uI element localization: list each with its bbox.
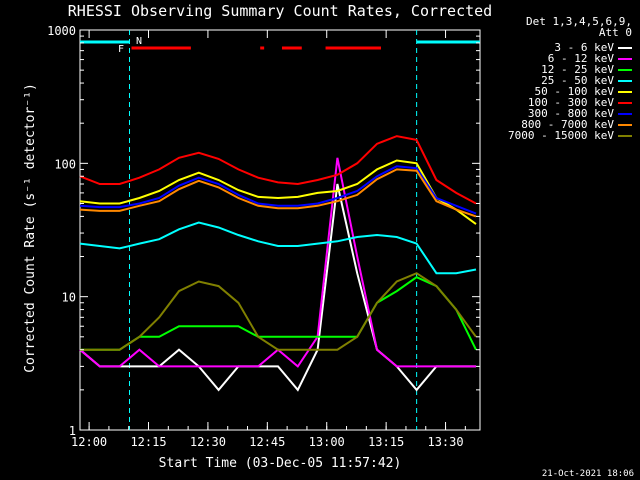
series-line	[79, 183, 476, 392]
legend-swatch	[618, 91, 632, 93]
legend-item: 7000 - 15000 keV	[508, 130, 632, 141]
legend-label: 3 - 6 keV	[554, 41, 614, 54]
plot-frame	[79, 29, 481, 431]
x-tick-label: 13:30	[427, 435, 463, 449]
legend-label: 100 - 300 keV	[527, 96, 614, 109]
legend-item: 800 - 7000 keV	[521, 119, 632, 130]
x-tick-label: 12:00	[71, 435, 107, 449]
y-tick-label: 100	[54, 157, 76, 171]
series-line	[79, 157, 476, 368]
legend-swatch	[618, 124, 632, 126]
legend-swatch	[618, 113, 632, 115]
legend-label: 800 - 7000 keV	[521, 118, 614, 131]
legend-swatch	[618, 47, 632, 49]
plot-area	[79, 29, 481, 431]
night-intervals	[80, 30, 480, 430]
x-tick-label: 13:15	[368, 435, 404, 449]
x-axis: 12:00 12:15 12:30 12:45 13:00 13:15 13:30	[71, 30, 466, 449]
legend-label: 6 - 12 keV	[547, 52, 614, 65]
flag-n-label: N	[136, 36, 142, 47]
legend-item: 25 - 50 keV	[541, 75, 632, 86]
legend-swatch	[618, 58, 632, 60]
legend-swatch	[618, 80, 632, 82]
legend-label: 300 - 800 keV	[527, 107, 614, 120]
legend-label: 25 - 50 keV	[541, 74, 614, 87]
series-line	[80, 272, 477, 351]
series-line	[79, 168, 477, 218]
series-line	[79, 135, 477, 205]
series-line	[80, 276, 477, 351]
chart-title: RHESSI Observing Summary Count Rates, Co…	[68, 2, 492, 20]
legend-swatch	[618, 69, 632, 71]
legend-item: 12 - 25 keV	[541, 64, 632, 75]
x-tick-label: 12:15	[130, 435, 166, 449]
legend-item: 50 - 100 keV	[535, 86, 632, 97]
y-axis: 1 10 100 1000	[47, 24, 480, 438]
y-tick-label: 1	[69, 424, 76, 438]
legend-label: 12 - 25 keV	[541, 63, 614, 76]
series-line	[79, 221, 477, 275]
y-axis-label: Corrected Count Rate (s⁻¹ detector⁻¹)	[23, 83, 38, 373]
series-line	[79, 159, 477, 225]
series-line	[79, 165, 477, 215]
legend-swatch	[618, 135, 632, 137]
legend-swatch	[618, 102, 632, 104]
x-tick-label: 12:30	[190, 435, 226, 449]
y-tick-label: 1000	[47, 24, 76, 38]
flag-f-label: F	[118, 44, 124, 55]
series-layer	[79, 135, 477, 392]
legend-label: 50 - 100 keV	[534, 85, 614, 98]
legend-item: 6 - 12 keV	[548, 53, 632, 64]
x-axis-label: Start Time (03-Dec-05 11:57:42)	[159, 456, 402, 471]
legend-label: 7000 - 15000 keV	[508, 129, 614, 142]
y-tick-label: 10	[62, 291, 76, 305]
legend-item: 300 - 800 keV	[528, 108, 632, 119]
legend-header-line-1: Det 1,3,4,5,6,9,	[526, 15, 632, 28]
x-tick-label: 13:00	[309, 435, 345, 449]
footer-date: 21-Oct-2021 18:06	[542, 469, 634, 479]
x-tick-label: 12:45	[249, 435, 285, 449]
legend-header-line-2: Att 0	[598, 26, 632, 39]
legend-item: 100 - 300 keV	[528, 97, 632, 108]
legend-item: 3 - 6 keV	[554, 42, 632, 53]
